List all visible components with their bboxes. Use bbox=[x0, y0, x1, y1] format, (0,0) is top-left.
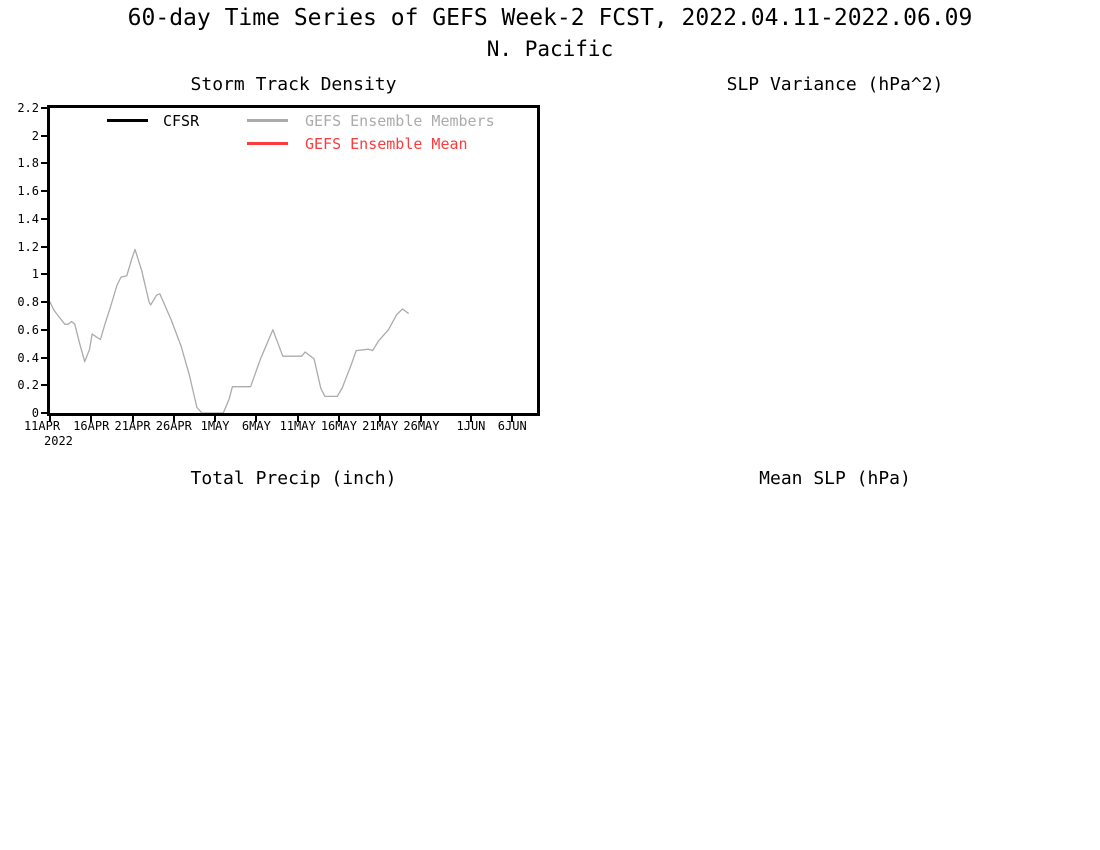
x-tick-mark bbox=[337, 416, 340, 422]
x-tick-mark bbox=[511, 416, 514, 422]
x-tick-label: 6JUN bbox=[497, 419, 527, 433]
x-tick-label: 26MAY bbox=[403, 419, 440, 433]
x-tick-label: 11APR bbox=[23, 419, 61, 433]
y-tick-mark bbox=[41, 217, 47, 220]
y-tick-mark bbox=[41, 134, 47, 137]
y-tick-label: 1.2 bbox=[17, 239, 39, 254]
y-tick-mark bbox=[41, 301, 47, 304]
y-tick-label: 1.6 bbox=[17, 184, 39, 199]
gefs-members-legend-line bbox=[247, 119, 288, 122]
y-tick-mark bbox=[41, 384, 47, 387]
y-tick-label: 0.4 bbox=[17, 350, 39, 365]
x-tick-label: 16APR bbox=[73, 419, 110, 433]
x-tick-label: 6MAY bbox=[241, 419, 271, 433]
y-tick-mark bbox=[41, 273, 47, 276]
y-tick-label: 1.4 bbox=[17, 211, 39, 226]
y-tick-mark bbox=[41, 328, 47, 331]
panel-title-storm-track-density: Storm Track Density bbox=[190, 74, 397, 95]
cfsr-legend-label: CFSR bbox=[163, 112, 200, 130]
gefs-mean-legend-line bbox=[247, 142, 288, 145]
x-tick-label: 16MAY bbox=[320, 419, 357, 433]
storm-track-chart-frame: CFSR GEFS Ensemble Members GEFS Ensemble… bbox=[47, 105, 540, 416]
y-tick-label: 1.8 bbox=[17, 156, 39, 171]
x-tick-label: 1JUN bbox=[456, 419, 486, 433]
y-tick-mark bbox=[41, 107, 47, 109]
x-tick-label: 21APR bbox=[114, 419, 151, 433]
panel-title-total-precip: Total Precip (inch) bbox=[190, 468, 397, 489]
gefs-members-legend-label: GEFS Ensemble Members bbox=[305, 112, 495, 130]
x-tick-mark bbox=[172, 416, 175, 422]
x-tick-mark bbox=[214, 416, 217, 422]
x-tick-mark bbox=[420, 416, 423, 422]
x-tick-mark bbox=[255, 416, 258, 422]
x-tick-mark bbox=[49, 416, 51, 422]
x-tick-mark bbox=[296, 416, 299, 422]
y-tick-label: 0.2 bbox=[17, 378, 39, 393]
y-tick-label: 0.6 bbox=[17, 322, 39, 337]
gefs-ensemble-member-line bbox=[50, 248, 409, 413]
x-tick-label: 1MAY bbox=[200, 419, 230, 433]
panel-title-mean-slp: Mean SLP (hPa) bbox=[759, 468, 911, 489]
y-tick-mark bbox=[41, 356, 47, 359]
y-tick-mark bbox=[41, 412, 47, 414]
gefs-mean-legend-label: GEFS Ensemble Mean bbox=[305, 135, 468, 153]
subtitle-region: N. Pacific bbox=[486, 37, 614, 61]
storm-track-line-plot bbox=[50, 248, 409, 413]
x-tick-mark bbox=[131, 416, 134, 422]
y-tick-mark bbox=[41, 162, 47, 165]
cfsr-legend-line bbox=[107, 119, 148, 122]
main-title: 60-day Time Series of GEFS Week-2 FCST, … bbox=[127, 5, 973, 31]
x-tick-label: 11MAY bbox=[279, 419, 316, 433]
y-tick-label: 0 bbox=[31, 406, 39, 420]
x-tick-mark bbox=[379, 416, 382, 422]
y-tick-label: 1 bbox=[31, 267, 39, 282]
y-tick-label: 2 bbox=[31, 128, 39, 143]
y-tick-label: 0.8 bbox=[17, 295, 39, 310]
y-tick-mark bbox=[41, 190, 47, 193]
x-axis-year-label: 2022 bbox=[44, 434, 73, 448]
panel-title-slp-variance: SLP Variance (hPa^2) bbox=[726, 74, 944, 95]
x-tick-label: 21MAY bbox=[362, 419, 399, 433]
x-tick-label: 26APR bbox=[155, 419, 192, 433]
x-tick-mark bbox=[469, 416, 472, 422]
x-tick-mark bbox=[90, 416, 93, 422]
y-tick-mark bbox=[41, 245, 47, 248]
y-tick-label: 2.2 bbox=[17, 101, 39, 115]
